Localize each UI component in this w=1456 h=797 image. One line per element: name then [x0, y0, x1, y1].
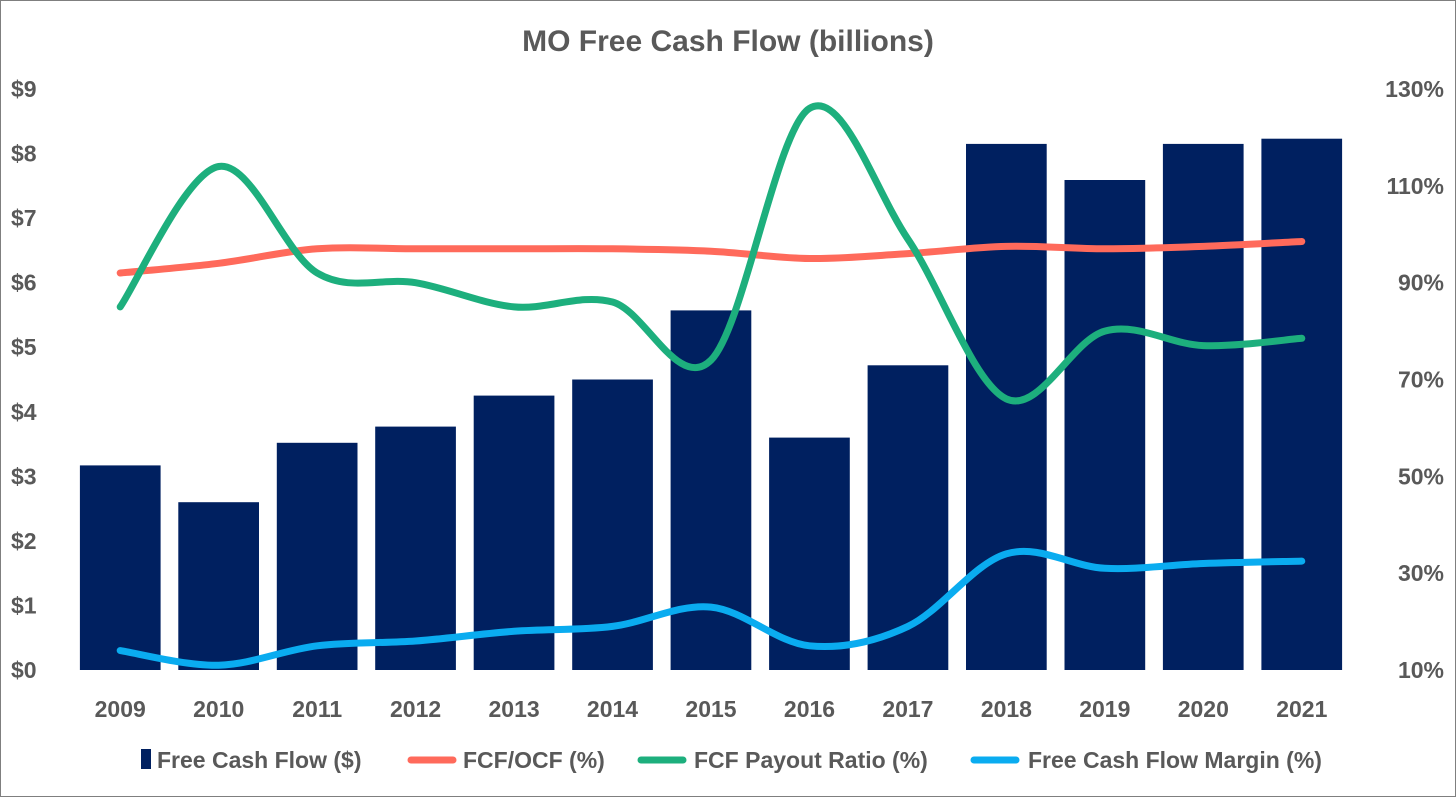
left-tick-label: $7 — [11, 205, 37, 231]
x-tick-label: 2011 — [292, 696, 342, 722]
bars-layer — [79, 138, 1343, 670]
bar-2017 — [867, 365, 949, 670]
legend-item-fcf-margin: Free Cash Flow Margin (%) — [970, 747, 1322, 773]
bar-2011 — [276, 442, 358, 670]
legend-label: Free Cash Flow Margin (%) — [1028, 747, 1322, 773]
right-tick-label: 10% — [1398, 657, 1444, 683]
left-tick-label: $8 — [11, 141, 37, 167]
x-tick-label: 2009 — [95, 696, 146, 722]
bar-2018 — [966, 143, 1047, 670]
left-tick-label: $4 — [11, 399, 37, 425]
fcf-margin-line — [116, 547, 1306, 669]
x-tick-label: 2021 — [1276, 696, 1327, 722]
left-tick-label: $5 — [11, 334, 37, 360]
lines-layer — [116, 102, 1306, 669]
bar-2013 — [473, 395, 555, 670]
bar-2021 — [1261, 138, 1343, 670]
bar-2012 — [375, 426, 456, 670]
legend-swatch — [141, 749, 151, 769]
x-tick-label: 2017 — [882, 696, 933, 722]
chart-title: MO Free Cash Flow (billions) — [522, 25, 934, 58]
x-tick-label: 2015 — [685, 696, 736, 722]
left-tick-label: $6 — [11, 270, 37, 296]
legend-item-fcf-ocf: FCF/OCF (%) — [407, 747, 605, 773]
right-axis: 10% 30% 50% 70% 90% 110% 130% — [1385, 76, 1444, 683]
x-tick-label: 2014 — [587, 696, 638, 722]
left-tick-label: $9 — [11, 76, 37, 102]
x-tick-label: 2018 — [981, 696, 1032, 722]
x-axis: 2009 2010 2011 2012 2013 2014 2015 2016 2017 2018… — [95, 696, 1328, 722]
x-tick-label: 2013 — [489, 696, 540, 722]
right-tick-label: 50% — [1398, 463, 1444, 489]
bar-2019 — [1064, 180, 1146, 670]
bar-2009 — [79, 465, 161, 670]
legend-item-free-cash-flow: Free Cash Flow ($) — [141, 747, 361, 773]
x-tick-label: 2012 — [390, 696, 441, 722]
right-tick-label: 110% — [1386, 173, 1444, 199]
x-tick-label: 2019 — [1079, 696, 1130, 722]
legend-label: FCF Payout Ratio (%) — [694, 747, 928, 773]
fcf-payout-ratio-line — [116, 102, 1306, 405]
left-axis: $0 $1 $2 $3 $4 $5 $6 $7 $8 $9 — [11, 76, 37, 683]
x-tick-label: 2020 — [1178, 696, 1229, 722]
right-tick-label: 90% — [1398, 270, 1444, 296]
legend: Free Cash Flow ($) FCF/OCF (%) FCF Payout … — [141, 747, 1322, 773]
legend-label: Free Cash Flow ($) — [157, 747, 361, 773]
right-tick-label: 70% — [1398, 367, 1444, 393]
bar-2016 — [769, 437, 850, 670]
left-tick-label: $3 — [11, 463, 37, 489]
fcf-ocf-line — [116, 238, 1306, 277]
bar-2020 — [1162, 143, 1244, 670]
legend-label: FCF/OCF (%) — [463, 747, 605, 773]
left-tick-label: $2 — [11, 528, 37, 554]
right-tick-label: 130% — [1385, 76, 1444, 102]
left-tick-label: $1 — [11, 592, 37, 618]
right-tick-label: 30% — [1398, 560, 1444, 586]
left-tick-label: $0 — [11, 657, 37, 683]
legend-item-fcf-payout-ratio: FCF Payout Ratio (%) — [637, 747, 928, 773]
x-tick-label: 2016 — [784, 696, 835, 722]
x-tick-label: 2010 — [193, 696, 244, 722]
bar-2010 — [178, 502, 259, 670]
